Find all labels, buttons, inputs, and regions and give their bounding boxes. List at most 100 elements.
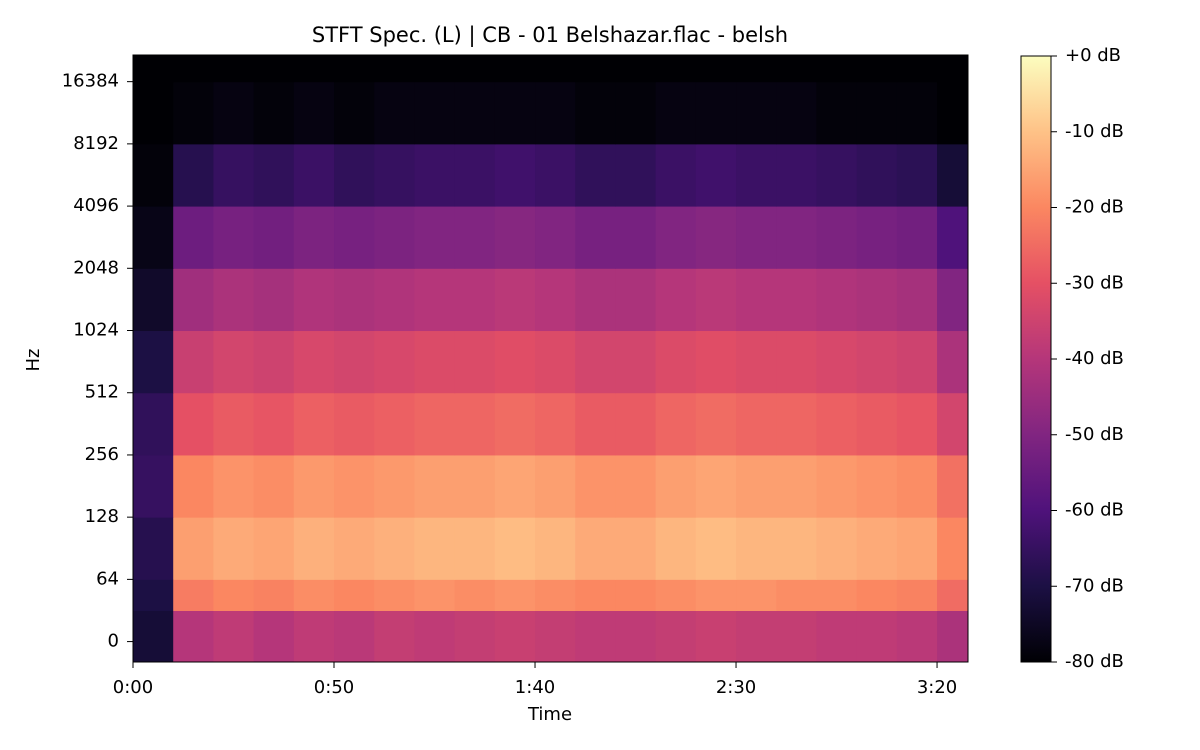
- heatmap-cell: [253, 454, 295, 518]
- heatmap-cell: [173, 517, 214, 580]
- heatmap-cell: [776, 81, 817, 145]
- heatmap-cell: [374, 392, 415, 456]
- heatmap-cell: [133, 330, 174, 394]
- heatmap-cell: [695, 206, 737, 269]
- heatmap-cell: [856, 454, 898, 518]
- heatmap-cell: [575, 454, 616, 518]
- chart-title: STFT Spec. (L) | CB - 01 Belshazar.flac …: [312, 23, 788, 48]
- colorbar-tick-label: -60 dB: [1065, 500, 1124, 521]
- heatmap-cell: [816, 330, 858, 394]
- heatmap-cell: [334, 454, 375, 518]
- heatmap-cell: [253, 55, 295, 83]
- heatmap-cell: [133, 579, 174, 611]
- heatmap-cell: [856, 517, 898, 580]
- heatmap-cell: [535, 143, 576, 207]
- heatmap-cell: [454, 517, 496, 580]
- heatmap-cell: [213, 517, 255, 580]
- heatmap-cell: [454, 55, 496, 83]
- heatmap-cell: [615, 81, 657, 145]
- heatmap-cell: [575, 55, 616, 83]
- heatmap-cell: [374, 610, 415, 663]
- heatmap-cell: [454, 330, 496, 394]
- x-tick-label: 0:00: [113, 677, 153, 698]
- heatmap-cell: [334, 55, 375, 83]
- heatmap-cell: [213, 268, 255, 332]
- heatmap-cell: [173, 206, 214, 269]
- heatmap-cell: [494, 81, 536, 145]
- heatmap-cell: [816, 392, 858, 456]
- heatmap-cell: [575, 610, 616, 663]
- colorbar-tick-label: -70 dB: [1065, 575, 1124, 596]
- heatmap-cell: [454, 143, 496, 207]
- heatmap-cell: [776, 330, 817, 394]
- heatmap-cell: [293, 206, 335, 269]
- heatmap-cell: [494, 392, 536, 456]
- heatmap-cell: [736, 206, 777, 269]
- heatmap-cell: [856, 55, 898, 83]
- heatmap-cell: [655, 330, 697, 394]
- heatmap-cell: [454, 206, 496, 269]
- heatmap-cell: [856, 143, 898, 207]
- heatmap-cell: [213, 81, 255, 145]
- heatmap-cell: [414, 579, 456, 611]
- heatmap-cell: [374, 454, 415, 518]
- heatmap-cell: [293, 579, 335, 611]
- heatmap-cell: [173, 330, 214, 394]
- heatmap-cell: [736, 579, 777, 611]
- heatmap-cell: [816, 55, 858, 83]
- heatmap-cell: [776, 610, 817, 663]
- heatmap-cell: [334, 143, 375, 207]
- heatmap-cell: [856, 610, 898, 663]
- colorbar-tick-label: -20 dB: [1065, 197, 1124, 218]
- heatmap-cell: [494, 579, 536, 611]
- y-tick-label: 8192: [73, 133, 119, 154]
- heatmap-cell: [816, 517, 858, 580]
- heatmap-cell: [494, 330, 536, 394]
- heatmap-cell: [776, 517, 817, 580]
- heatmap-cell: [736, 517, 777, 580]
- heatmap-cell: [414, 610, 456, 663]
- heatmap-cell: [695, 517, 737, 580]
- heatmap-cell: [334, 392, 375, 456]
- heatmap-cell: [776, 454, 817, 518]
- heatmap-cell: [816, 579, 858, 611]
- heatmap-cell: [736, 268, 777, 332]
- heatmap-cell: [133, 143, 174, 207]
- heatmap-cell: [937, 206, 969, 269]
- heatmap-cell: [896, 517, 938, 580]
- heatmap-cell: [253, 206, 295, 269]
- heatmap-cell: [414, 330, 456, 394]
- heatmap-cell: [334, 330, 375, 394]
- heatmap-cell: [293, 55, 335, 83]
- heatmap-cell: [535, 330, 576, 394]
- heatmap-cell: [896, 81, 938, 145]
- heatmap-cell: [334, 206, 375, 269]
- heatmap-cell: [655, 55, 697, 83]
- heatmap-cell: [133, 206, 174, 269]
- heatmap-cell: [173, 268, 214, 332]
- heatmap-cell: [615, 579, 657, 611]
- heatmap-cell: [575, 579, 616, 611]
- heatmap-cell: [133, 610, 174, 663]
- heatmap-cell: [494, 268, 536, 332]
- x-tick-label: 2:30: [716, 677, 756, 698]
- heatmap-cell: [334, 610, 375, 663]
- heatmap-cell: [776, 206, 817, 269]
- y-tick-label: 512: [85, 382, 119, 403]
- heatmap-cell: [173, 81, 214, 145]
- heatmap-cell: [736, 330, 777, 394]
- heatmap-cell: [736, 454, 777, 518]
- heatmap-cell: [494, 206, 536, 269]
- heatmap-cell: [374, 517, 415, 580]
- y-axis-label: Hz: [23, 349, 44, 372]
- heatmap-cell: [293, 143, 335, 207]
- heatmap-cell: [736, 55, 777, 83]
- heatmap-cell: [695, 454, 737, 518]
- heatmap-cell: [856, 268, 898, 332]
- colorbar-tick-label: +0 dB: [1065, 45, 1121, 66]
- heatmap-cell: [655, 268, 697, 332]
- heatmap-cell: [253, 579, 295, 611]
- heatmap-cell: [454, 610, 496, 663]
- heatmap-cell: [736, 610, 777, 663]
- heatmap-cell: [133, 392, 174, 456]
